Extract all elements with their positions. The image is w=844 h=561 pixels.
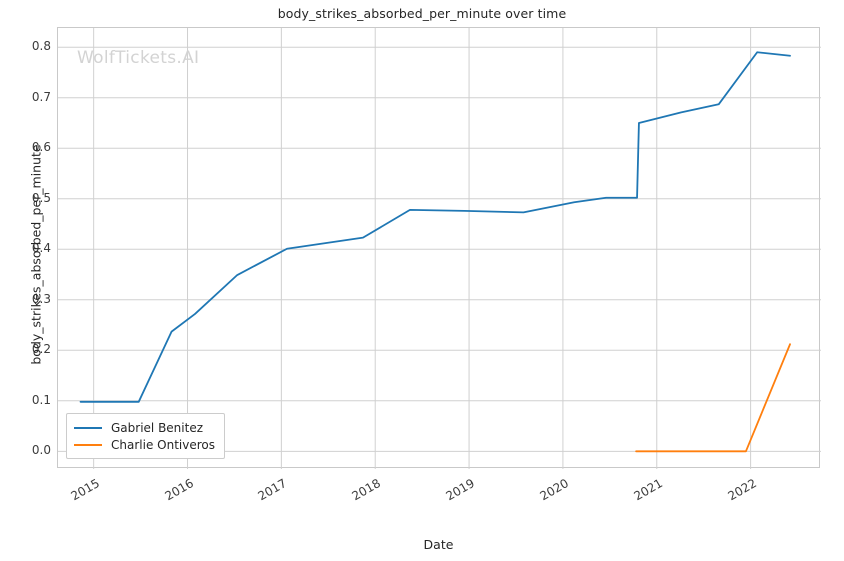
y-tick-label: 0.4 bbox=[31, 241, 51, 256]
series-line bbox=[79, 51, 791, 403]
legend-item[interactable]: Charlie Ontiveros bbox=[74, 436, 215, 453]
series-line bbox=[635, 343, 791, 453]
legend-label: Gabriel Benitez bbox=[111, 420, 204, 435]
plot-canvas bbox=[58, 28, 821, 469]
legend-color-swatch bbox=[74, 426, 102, 429]
x-tick-label: 2020 bbox=[537, 476, 571, 504]
legend: Gabriel Benitez Charlie Ontiveros bbox=[66, 413, 225, 459]
y-tick-label: 0.1 bbox=[31, 392, 51, 407]
x-axis-label: Date bbox=[423, 537, 454, 552]
gridlines bbox=[58, 28, 821, 469]
x-tick-label: 2019 bbox=[443, 476, 478, 504]
chart-title: body_strikes_absorbed_per_minute over ti… bbox=[277, 6, 567, 21]
y-axis-tick-labels: 0.0 0.1 0.2 0.3 0.4 0.5 0.6 0.7 0.8 bbox=[0, 0, 51, 561]
legend-label: Charlie Ontiveros bbox=[111, 437, 215, 452]
legend-color-swatch bbox=[74, 443, 102, 446]
x-tick-label: 2018 bbox=[349, 476, 384, 504]
y-tick-label: 0.0 bbox=[31, 443, 51, 458]
y-axis-label: body_strikes_absorbed_per_minute bbox=[28, 144, 44, 365]
y-tick-label: 0.2 bbox=[31, 342, 51, 357]
plot-area: WolfTickets.AI Gabriel Benitez Charlie O… bbox=[57, 27, 821, 469]
x-tick-label: 2016 bbox=[162, 476, 196, 504]
y-tick-label: 0.5 bbox=[31, 190, 51, 205]
x-tick-label: 2021 bbox=[631, 476, 665, 504]
x-tick-label: 2022 bbox=[725, 476, 759, 504]
legend-item[interactable]: Gabriel Benitez bbox=[74, 419, 215, 436]
y-tick-label: 0.8 bbox=[31, 39, 51, 54]
y-tick-label: 0.7 bbox=[31, 89, 51, 104]
y-tick-label: 0.3 bbox=[31, 291, 51, 306]
y-tick-label: 0.6 bbox=[31, 140, 51, 155]
x-tick-label: 2017 bbox=[255, 476, 290, 504]
data-series-group bbox=[79, 51, 791, 453]
x-tick-label: 2015 bbox=[68, 476, 102, 504]
